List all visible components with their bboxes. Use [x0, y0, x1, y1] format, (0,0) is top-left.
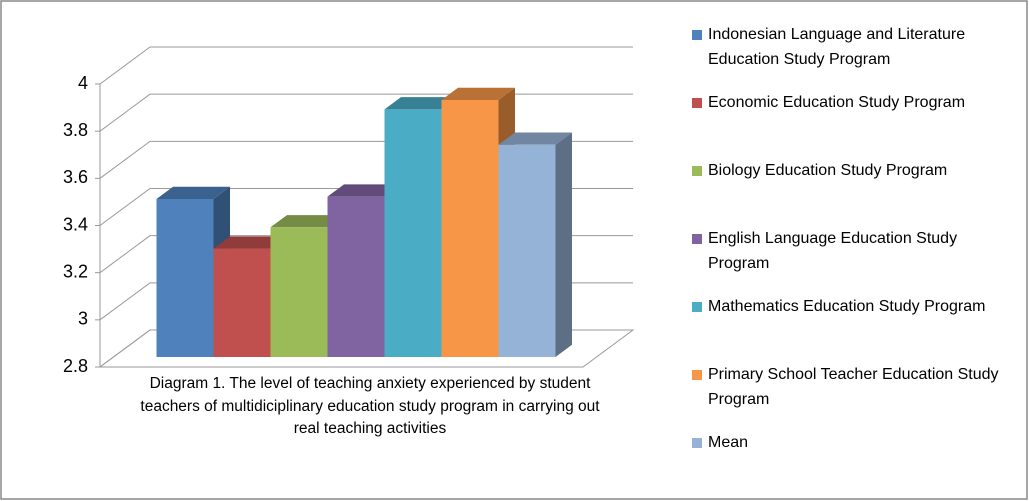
legend-swatch — [692, 30, 702, 40]
legend: Indonesian Language and Literature Educa… — [690, 22, 1020, 498]
bar-top — [384, 97, 458, 110]
legend-label: Mean — [708, 434, 749, 451]
bar-top — [327, 184, 401, 197]
y-tick-label: 2.8 — [63, 356, 88, 376]
legend-item: Economic Education Study Program — [690, 90, 1020, 158]
legend-label: Primary School Teacher Education Study P… — [708, 366, 999, 408]
bar-top — [441, 87, 515, 100]
y-tick-label: 3 — [78, 309, 88, 329]
caption: Diagram 1. The level of teaching anxiety… — [140, 375, 600, 437]
bar-top — [498, 132, 572, 145]
legend-swatch — [692, 438, 702, 448]
legend-swatch — [692, 98, 702, 108]
grid-line — [99, 93, 633, 132]
legend-item: Mean — [690, 430, 1020, 498]
bar — [327, 196, 385, 358]
y-tick-label: 3.6 — [63, 167, 88, 187]
legend-label: Indonesian Language and Literature Educa… — [708, 26, 966, 68]
legend-swatch — [692, 234, 702, 244]
bar — [384, 109, 442, 358]
bar — [441, 99, 499, 358]
legend-item: Primary School Teacher Education Study P… — [690, 362, 1020, 430]
legend-item: Indonesian Language and Literature Educa… — [690, 22, 1020, 90]
legend-item: Biology Education Study Program — [690, 158, 1020, 226]
bar — [156, 199, 214, 358]
bar-top — [270, 215, 344, 228]
legend-item: Mathematics Education Study Program — [690, 294, 1020, 362]
y-tick-label: 4 — [78, 73, 88, 93]
legend-swatch — [692, 370, 702, 380]
bar — [498, 144, 556, 358]
legend-label: Mathematics Education Study Program — [708, 298, 986, 315]
y-tick-label: 3.2 — [63, 261, 88, 281]
bar-side — [555, 132, 572, 358]
legend-swatch — [692, 302, 702, 312]
bar — [213, 248, 271, 358]
grid-line — [99, 46, 633, 85]
legend-label: Biology Education Study Program — [708, 162, 948, 179]
bar-top — [156, 186, 230, 200]
legend-item: English Language Education Study Program — [690, 226, 1020, 294]
y-tick-label: 3.8 — [63, 120, 88, 140]
y-tick-label: 3.4 — [63, 214, 88, 234]
legend-label: English Language Education Study Program — [708, 230, 958, 272]
legend-swatch — [692, 166, 702, 176]
bar-top — [213, 236, 287, 249]
legend-label: Economic Education Study Program — [708, 94, 966, 111]
bar — [270, 227, 328, 358]
